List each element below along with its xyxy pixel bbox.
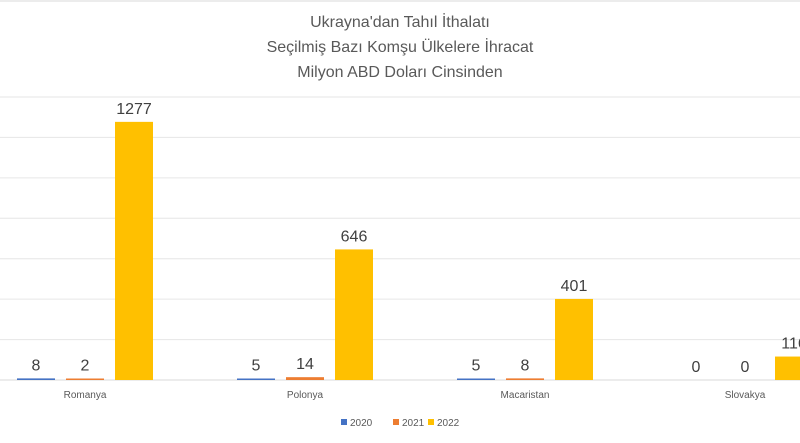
bar-2022-polonya — [335, 249, 373, 380]
data-label: 8 — [521, 357, 530, 374]
category-label: Slovakya — [725, 390, 766, 401]
data-label: 0 — [741, 359, 750, 376]
legend-label-2021: 2021 — [402, 418, 425, 429]
bar-2022-romanya — [115, 121, 153, 380]
data-label: 5 — [472, 358, 481, 375]
chart-title-line-3: Milyon ABD Doları Cinsinden — [297, 64, 502, 81]
legend-label-2022: 2022 — [437, 418, 460, 429]
category-label: Romanya — [64, 390, 107, 401]
legend-swatch-2020 — [341, 419, 347, 425]
data-label: 646 — [341, 228, 368, 245]
legend-swatch-2021 — [393, 419, 399, 425]
data-label: 14 — [296, 356, 314, 373]
chart-title-line-2: Seçilmiş Bazı Komşu Ülkelere İhracat — [267, 37, 534, 56]
data-label: 116 — [781, 336, 800, 353]
data-label: 2 — [81, 358, 90, 375]
bar-2021-polonya — [286, 377, 324, 380]
data-label: 401 — [561, 278, 588, 295]
data-label: 5 — [252, 358, 261, 375]
bar-2022-macaristan — [555, 298, 593, 380]
bar-2020-romanya — [17, 378, 55, 380]
data-label: 8 — [32, 357, 41, 374]
category-label: Macaristan — [501, 390, 550, 401]
data-label: 1277 — [116, 101, 152, 118]
bar-2020-macaristan — [457, 378, 495, 380]
data-label: 0 — [692, 359, 701, 376]
bar-2022-slovakya — [775, 356, 800, 380]
bar-2021-macaristan — [506, 378, 544, 380]
legend-swatch-2022 — [428, 419, 434, 425]
category-label: Polonya — [287, 390, 324, 401]
legend-label-2020: 2020 — [350, 418, 373, 429]
chart-title-line-1: Ukrayna'dan Tahıl İthalatı — [310, 12, 490, 31]
bar-2021-romanya — [66, 378, 104, 380]
bar-2020-polonya — [237, 378, 275, 380]
